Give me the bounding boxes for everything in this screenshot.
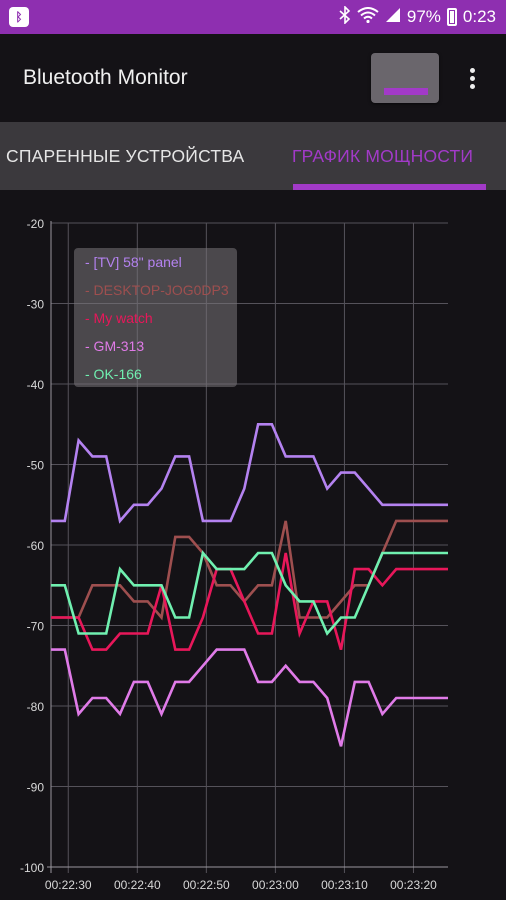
y-tick-label: -30: [27, 298, 45, 312]
x-tick-label: 00:23:20: [390, 878, 437, 892]
legend-toggle-indicator: [384, 88, 428, 95]
battery-icon: [446, 8, 457, 26]
x-tick-label: 00:23:00: [252, 878, 299, 892]
legend-toggle-button[interactable]: [371, 53, 439, 103]
series-line-0: [51, 423, 448, 524]
chart-legend: - [TV] 58" panel - DESKTOP-JOG0DP3 - My wa…: [74, 248, 237, 387]
app-title: Bluetooth Monitor: [23, 66, 188, 89]
legend-item: - DESKTOP-JOG0DP3: [85, 282, 229, 298]
x-tick-label: 00:22:30: [45, 878, 92, 892]
legend-item: - [TV] 58" panel: [85, 254, 182, 270]
legend-item: - My watch: [85, 310, 153, 326]
y-tick-label: -60: [27, 539, 45, 553]
clock: 0:23: [462, 7, 496, 26]
tab-paired-devices[interactable]: СПАРЕННЫЕ УСТРОЙСТВА: [6, 145, 245, 166]
app-notification-icon: ᛒ: [9, 7, 29, 27]
y-tick-label: -80: [27, 700, 45, 714]
tab-bar: СПАРЕННЫЕ УСТРОЙСТВА ГРАФИК МОЩНОСТИ: [0, 122, 506, 190]
x-tick-label: 00:22:50: [183, 878, 230, 892]
legend-item: - GM-313: [85, 338, 145, 354]
signal-icon: [385, 7, 401, 28]
battery-percent: 97%: [406, 7, 441, 26]
y-tick-label: -40: [27, 378, 45, 392]
tab-power-graph[interactable]: ГРАФИК МОЩНОСТИ: [292, 145, 474, 166]
series-line-1: [51, 519, 448, 621]
x-tick-label: 00:22:40: [114, 878, 161, 892]
bluetooth-icon: [339, 4, 351, 29]
y-tick-label: -70: [27, 620, 45, 634]
status-indicators: 97% 0:23: [339, 0, 496, 34]
y-tick-label: -50: [27, 459, 45, 473]
series-line-3: [51, 648, 448, 747]
x-tick-label: 00:23:10: [321, 878, 368, 892]
app-bar: Bluetooth Monitor: [0, 34, 506, 122]
y-tick-label: -90: [27, 781, 45, 795]
y-tick-label: -20: [27, 217, 45, 231]
tab-selected-indicator: [293, 184, 486, 190]
wifi-icon: [357, 6, 379, 28]
series-line-2: [51, 552, 448, 651]
signal-chart[interactable]: -20 -30 -40 -50 -60 -70 -80 -90 -100 00:22:30 00:2…: [0, 190, 506, 900]
series-line-4: [51, 550, 448, 636]
y-tick-label: -100: [20, 861, 44, 875]
legend-item: - OK-166: [85, 366, 142, 382]
status-bar: ᛒ 97% 0:23: [0, 0, 506, 34]
overflow-menu-icon[interactable]: [462, 64, 482, 94]
